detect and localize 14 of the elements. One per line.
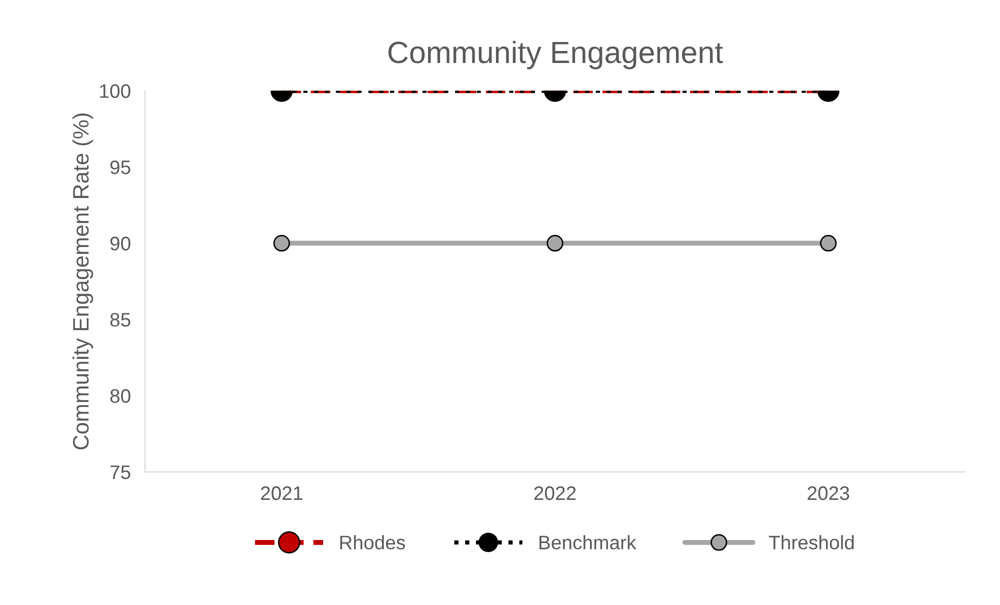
y-tick-label: 95 <box>110 160 130 174</box>
y-tick-label: 80 <box>110 389 130 403</box>
legend-label: Rhodes <box>340 535 405 550</box>
x-tick-label: 2022 <box>534 486 576 500</box>
chart-title: Community Engagement <box>388 40 723 70</box>
y-axis-title: Community Engagement Rate (%) <box>72 113 94 450</box>
y-tick-label: 90 <box>110 236 130 250</box>
legend-label: Benchmark <box>540 535 636 550</box>
x-tick-label: 2023 <box>808 486 850 500</box>
y-tick-label: 85 <box>110 312 130 327</box>
y-tick-label: 75 <box>110 466 130 480</box>
x-tick-label: 2021 <box>261 486 302 500</box>
y-tick-label: 100 <box>100 84 130 98</box>
legend-label: Threshold <box>768 535 854 550</box>
